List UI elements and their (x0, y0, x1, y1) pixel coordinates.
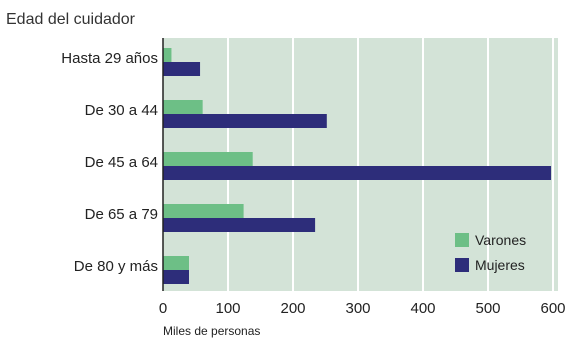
legend-swatch-mujeres (455, 258, 469, 272)
x-tick-label: 600 (540, 300, 565, 317)
x-tick-label: 300 (345, 300, 370, 317)
bars (163, 48, 552, 284)
x-tick-label: 0 (159, 300, 167, 317)
category-label: De 45 a 64 (85, 154, 158, 171)
chart-title: Edad del cuidador (6, 11, 136, 28)
x-tick-label: 200 (280, 300, 305, 317)
legend: Varones Mujeres (455, 232, 526, 273)
category-label: De 80 y más (74, 258, 158, 275)
x-tick-label: 500 (475, 300, 500, 317)
category-label: De 30 a 44 (85, 102, 158, 119)
bar-mujeres (163, 270, 189, 284)
x-axis-label: Miles de personas (163, 324, 260, 338)
gridlines (227, 38, 554, 291)
bar-varones (163, 100, 203, 114)
legend-label-mujeres: Mujeres (475, 257, 525, 273)
bar-varones (163, 48, 172, 62)
bar-mujeres (163, 62, 201, 76)
legend-label-varones: Varones (475, 232, 526, 248)
bar-varones (163, 204, 244, 218)
x-tick-labels: 0 100 200 300 400 500 600 (159, 300, 566, 317)
legend-swatch-varones (455, 233, 469, 247)
bar-mujeres (163, 166, 552, 180)
category-label: De 65 a 79 (85, 206, 158, 223)
bar-varones (163, 152, 253, 166)
category-label: Hasta 29 años (61, 50, 158, 67)
bar-varones (163, 256, 189, 270)
x-tick-label: 400 (410, 300, 435, 317)
bar-mujeres (163, 218, 316, 232)
category-labels: Hasta 29 años De 30 a 44 De 45 a 64 De 65 a… (61, 50, 158, 275)
bar-mujeres (163, 114, 327, 128)
x-tick-label: 100 (215, 300, 240, 317)
